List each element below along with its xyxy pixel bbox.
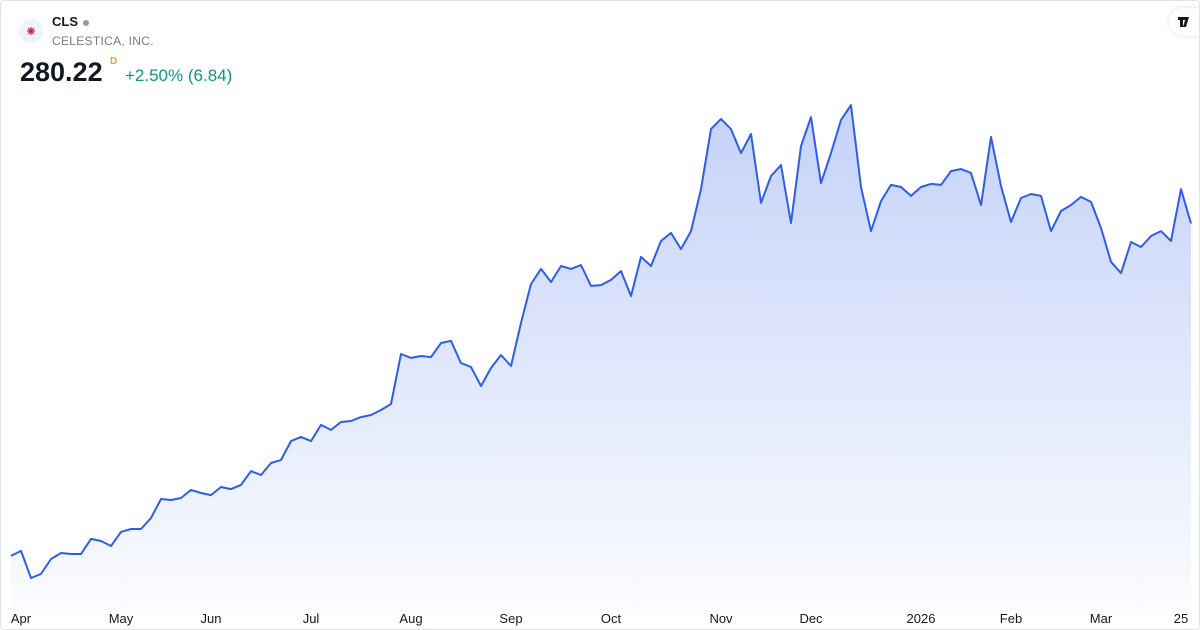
x-tick-label: Jun — [201, 611, 222, 626]
x-tick-label: Apr — [11, 611, 32, 626]
x-tick-label: 25 — [1174, 611, 1188, 626]
status-dot — [83, 19, 89, 26]
logo-icon — [27, 27, 35, 35]
last-price: 280.22 — [20, 57, 103, 87]
x-tick-label: Oct — [601, 611, 622, 626]
x-tick-label: Jul — [303, 611, 320, 626]
tv-icon — [1178, 17, 1189, 27]
x-tick-label: Dec — [799, 611, 823, 626]
x-tick-label: 2026 — [907, 611, 936, 626]
x-tick-label: Aug — [399, 611, 422, 626]
price-change: +2.50% (6.84) — [125, 66, 233, 85]
tradingview-logo[interactable] — [1169, 8, 1199, 36]
x-tick-label: Mar — [1090, 611, 1113, 626]
area-fill — [11, 105, 1191, 611]
x-tick-label: Feb — [1000, 611, 1022, 626]
x-tick-label: Sep — [499, 611, 522, 626]
symbol: CLS — [52, 14, 78, 29]
company-logo — [19, 19, 43, 43]
x-tick-label: May — [109, 611, 134, 626]
x-tick-label: Nov — [709, 611, 733, 626]
interval-flag: D — [110, 56, 118, 67]
price-line — [10, 104, 1192, 579]
symbol-row: CLS — [52, 14, 89, 29]
company-name: CELESTICA, INC. — [52, 34, 154, 48]
